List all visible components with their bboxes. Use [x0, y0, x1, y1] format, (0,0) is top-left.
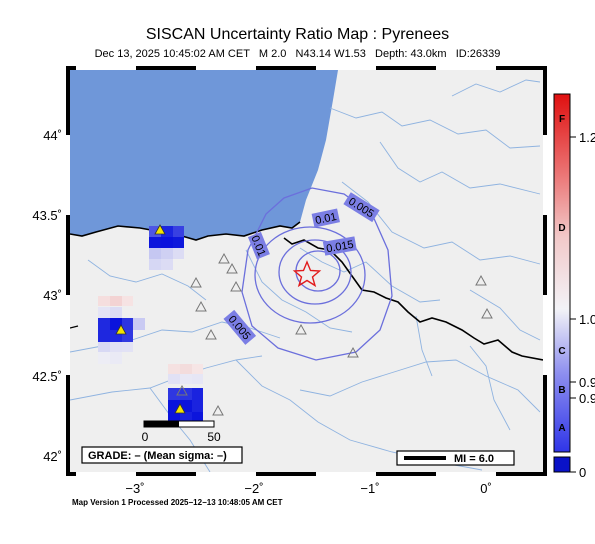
svg-text:0.015: 0.015: [325, 239, 354, 256]
colorbar: F D C B A 1.2 1.0 0.9 0.9 0: [553, 93, 595, 480]
lat-axis: 44˚ 43.5˚ 43˚ 42.5˚ 42˚: [32, 128, 62, 464]
svg-text:42.5˚: 42.5˚: [32, 369, 62, 384]
sea: [70, 70, 338, 240]
svg-text:MI = 6.0: MI = 6.0: [454, 453, 494, 465]
svg-text:0˚: 0˚: [480, 481, 492, 496]
coastline: [70, 221, 301, 241]
border-line: [283, 237, 543, 361]
svg-text:0.9: 0.9: [579, 391, 595, 406]
mi-legend: MI = 6.0: [396, 450, 515, 466]
map-title: SISCAN Uncertainty Ratio Map : Pyrenees: [145, 26, 450, 43]
svg-text:F: F: [559, 114, 565, 125]
lon-axis: −3˚ −2˚ −1˚ 0˚: [125, 481, 491, 496]
svg-text:43˚: 43˚: [43, 288, 62, 303]
svg-text:−3˚: −3˚: [125, 481, 144, 496]
processing-footer: Map Version 1 Processed 2025−12−13 10:48…: [72, 498, 283, 507]
svg-text:−2˚: −2˚: [244, 481, 263, 496]
svg-text:42˚: 42˚: [43, 449, 62, 464]
epicenter-star-icon: [292, 260, 322, 288]
svg-text:0.9: 0.9: [579, 375, 595, 390]
svg-text:0: 0: [142, 430, 149, 444]
svg-text:B: B: [558, 385, 565, 396]
event-info: Dec 13, 2025 10:45:02 AM CET M 2.0 N43.1…: [94, 48, 501, 60]
scale-bar: 0 50: [142, 420, 221, 444]
uncertainty-cells: [98, 226, 203, 424]
svg-text:D: D: [558, 223, 565, 234]
frame-ticks: [66, 66, 547, 476]
svg-text:C: C: [558, 346, 565, 357]
svg-text:1.0: 1.0: [579, 312, 595, 327]
svg-text:A: A: [558, 423, 565, 434]
active-stations: [115, 224, 186, 414]
svg-text:0: 0: [579, 465, 586, 480]
grade-box: GRADE: – (Mean sigma: –): [81, 446, 243, 464]
svg-text:43.5˚: 43.5˚: [32, 208, 62, 223]
station-markers: [176, 252, 493, 416]
svg-text:GRADE: – (Mean sigma: –): GRADE: – (Mean sigma: –): [88, 450, 227, 462]
svg-text:50: 50: [207, 430, 221, 444]
svg-text:−1˚: −1˚: [360, 481, 379, 496]
svg-text:1.2: 1.2: [579, 130, 595, 145]
svg-text:44˚: 44˚: [43, 128, 62, 143]
svg-text:0.01: 0.01: [314, 211, 337, 227]
